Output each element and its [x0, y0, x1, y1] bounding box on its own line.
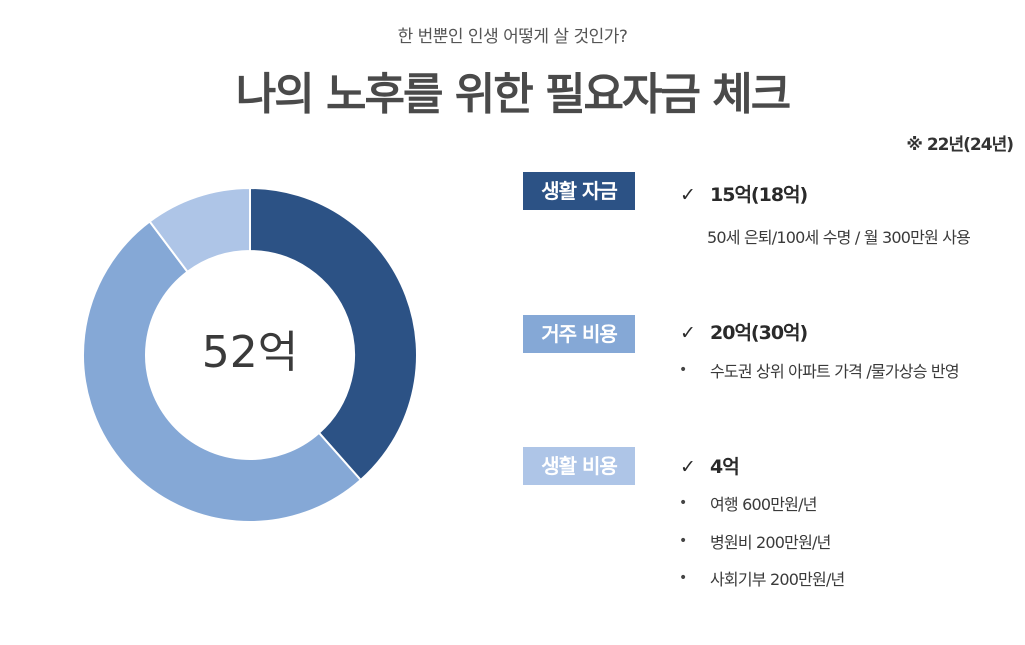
headline-housing-cost-value: 20억(30억) [710, 322, 808, 344]
check-icon: ✓ [680, 322, 696, 344]
detail-travel: 여행 600만원/년 [710, 495, 817, 514]
check-icon: ✓ [680, 184, 696, 206]
page-subtitle: 한 번뿐인 인생 어떻게 살 것인가? [397, 27, 628, 47]
donut-slice-1 [249, 186, 418, 482]
badge-housing-cost: 거주 비용 [523, 315, 635, 353]
headline-living-fund: ✓ 15억(18억) [680, 180, 808, 207]
year-note: ※ 22년(24년) [906, 135, 1014, 155]
headline-living-expense: ✓ 4억 [680, 452, 740, 479]
detail-housing-cost: 수도권 상위 아파트 가격 /물가상승 반영 [710, 362, 960, 381]
donut-slices [82, 186, 418, 523]
badge-living-expense: 생활 비용 [523, 447, 635, 485]
donut-slice-2 [82, 220, 363, 523]
detail-hospital: 병원비 200만원/년 [710, 533, 831, 552]
donut-center-label: 52억 [202, 327, 298, 378]
bullet-icon: • [679, 362, 688, 378]
detail-donation: 사회기부 200만원/년 [710, 570, 845, 589]
page-title: 나의 노후를 위한 필요자금 체크 [235, 69, 792, 120]
detail-living-fund: 50세 은퇴/100세 수명 / 월 300만원 사용 [707, 228, 971, 247]
headline-housing-cost: ✓ 20억(30억) [680, 318, 808, 345]
headline-living-fund-value: 15억(18억) [710, 184, 808, 206]
headline-living-expense-value: 4억 [710, 456, 740, 478]
donut-slice-3 [148, 186, 251, 274]
badge-living-fund: 생활 자금 [523, 172, 635, 210]
bullet-icon: • [679, 495, 688, 511]
bullet-icon: • [679, 533, 688, 549]
donut-chart: 52억 [82, 186, 418, 523]
bullet-icon: • [679, 570, 688, 586]
check-icon: ✓ [680, 456, 696, 478]
